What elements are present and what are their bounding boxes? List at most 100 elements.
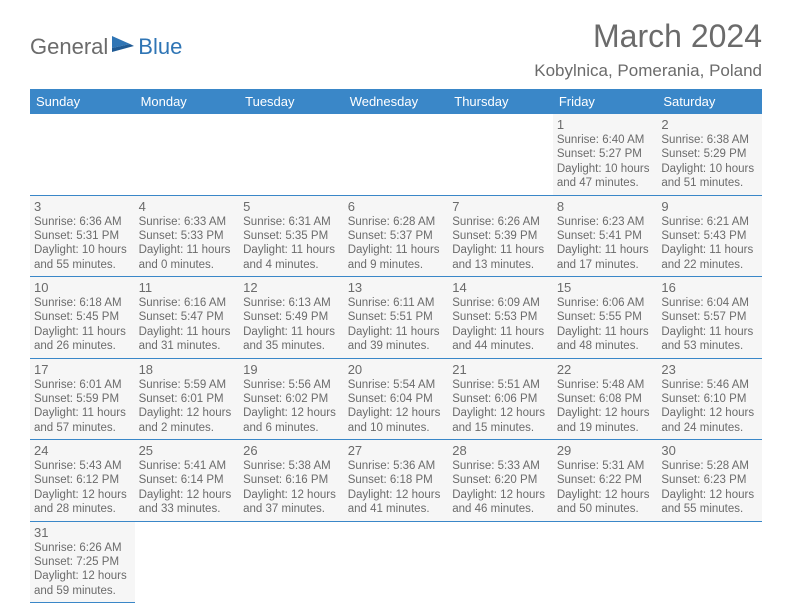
day-detail: Sunset: 5:35 PM bbox=[243, 229, 340, 243]
calendar-cell: 18Sunrise: 5:59 AMSunset: 6:01 PMDayligh… bbox=[135, 358, 240, 440]
day-detail: Daylight: 12 hours bbox=[661, 406, 758, 420]
day-detail: Sunrise: 6:23 AM bbox=[557, 215, 654, 229]
calendar-row: 17Sunrise: 6:01 AMSunset: 5:59 PMDayligh… bbox=[30, 358, 762, 440]
day-number: 5 bbox=[243, 199, 340, 214]
day-detail: Daylight: 11 hours bbox=[243, 325, 340, 339]
day-detail: and 55 minutes. bbox=[34, 258, 131, 272]
day-detail: Daylight: 12 hours bbox=[139, 406, 236, 420]
calendar-row: 1Sunrise: 6:40 AMSunset: 5:27 PMDaylight… bbox=[30, 114, 762, 195]
month-title: March 2024 bbox=[534, 18, 762, 55]
calendar-cell: 12Sunrise: 6:13 AMSunset: 5:49 PMDayligh… bbox=[239, 277, 344, 359]
calendar-cell: 21Sunrise: 5:51 AMSunset: 6:06 PMDayligh… bbox=[448, 358, 553, 440]
day-number: 27 bbox=[348, 443, 445, 458]
calendar-cell: 30Sunrise: 5:28 AMSunset: 6:23 PMDayligh… bbox=[657, 440, 762, 522]
day-detail: Daylight: 11 hours bbox=[557, 243, 654, 257]
day-detail: Sunset: 6:20 PM bbox=[452, 473, 549, 487]
day-detail: Daylight: 11 hours bbox=[348, 243, 445, 257]
day-detail: and 9 minutes. bbox=[348, 258, 445, 272]
day-detail: Sunrise: 5:31 AM bbox=[557, 459, 654, 473]
day-detail: Sunrise: 5:51 AM bbox=[452, 378, 549, 392]
day-detail: and 10 minutes. bbox=[348, 421, 445, 435]
logo-text-blue: Blue bbox=[138, 34, 182, 60]
day-detail: Sunset: 5:47 PM bbox=[139, 310, 236, 324]
day-detail: Sunrise: 5:46 AM bbox=[661, 378, 758, 392]
day-detail: Sunset: 6:01 PM bbox=[139, 392, 236, 406]
header: General Blue March 2024 Kobylnica, Pomer… bbox=[30, 18, 762, 81]
day-number: 9 bbox=[661, 199, 758, 214]
calendar-cell: 16Sunrise: 6:04 AMSunset: 5:57 PMDayligh… bbox=[657, 277, 762, 359]
calendar-row: 31Sunrise: 6:26 AMSunset: 7:25 PMDayligh… bbox=[30, 521, 762, 603]
day-detail: Sunrise: 6:31 AM bbox=[243, 215, 340, 229]
calendar-cell bbox=[135, 114, 240, 195]
day-detail: Sunset: 5:43 PM bbox=[661, 229, 758, 243]
day-detail: Sunrise: 5:43 AM bbox=[34, 459, 131, 473]
calendar-cell: 25Sunrise: 5:41 AMSunset: 6:14 PMDayligh… bbox=[135, 440, 240, 522]
day-number: 7 bbox=[452, 199, 549, 214]
day-detail: Sunset: 7:25 PM bbox=[34, 555, 131, 569]
day-detail: Sunrise: 6:01 AM bbox=[34, 378, 131, 392]
day-detail: Daylight: 10 hours bbox=[34, 243, 131, 257]
day-detail: Sunset: 6:06 PM bbox=[452, 392, 549, 406]
day-detail: Sunset: 5:37 PM bbox=[348, 229, 445, 243]
day-detail: Sunrise: 6:26 AM bbox=[452, 215, 549, 229]
day-detail: and 0 minutes. bbox=[139, 258, 236, 272]
day-number: 18 bbox=[139, 362, 236, 377]
day-detail: Sunset: 6:12 PM bbox=[34, 473, 131, 487]
day-detail: and 48 minutes. bbox=[557, 339, 654, 353]
calendar-cell bbox=[239, 114, 344, 195]
day-detail: Sunset: 5:27 PM bbox=[557, 147, 654, 161]
calendar-cell: 10Sunrise: 6:18 AMSunset: 5:45 PMDayligh… bbox=[30, 277, 135, 359]
day-detail: Sunrise: 5:36 AM bbox=[348, 459, 445, 473]
calendar-cell: 31Sunrise: 6:26 AMSunset: 7:25 PMDayligh… bbox=[30, 521, 135, 603]
day-detail: and 15 minutes. bbox=[452, 421, 549, 435]
title-block: March 2024 Kobylnica, Pomerania, Poland bbox=[534, 18, 762, 81]
calendar-cell: 7Sunrise: 6:26 AMSunset: 5:39 PMDaylight… bbox=[448, 195, 553, 277]
day-detail: Sunrise: 6:28 AM bbox=[348, 215, 445, 229]
day-detail: and 47 minutes. bbox=[557, 176, 654, 190]
day-detail: Daylight: 12 hours bbox=[243, 488, 340, 502]
day-detail: and 51 minutes. bbox=[661, 176, 758, 190]
calendar-row: 3Sunrise: 6:36 AMSunset: 5:31 PMDaylight… bbox=[30, 195, 762, 277]
day-detail: Daylight: 12 hours bbox=[557, 488, 654, 502]
day-detail: Sunset: 6:23 PM bbox=[661, 473, 758, 487]
day-detail: Sunrise: 6:33 AM bbox=[139, 215, 236, 229]
day-detail: Sunset: 5:45 PM bbox=[34, 310, 131, 324]
day-detail: and 13 minutes. bbox=[452, 258, 549, 272]
day-number: 17 bbox=[34, 362, 131, 377]
weekday-header: Thursday bbox=[448, 89, 553, 114]
day-detail: Daylight: 11 hours bbox=[452, 325, 549, 339]
day-detail: and 37 minutes. bbox=[243, 502, 340, 516]
weekday-header: Wednesday bbox=[344, 89, 449, 114]
day-number: 20 bbox=[348, 362, 445, 377]
day-number: 11 bbox=[139, 280, 236, 295]
day-detail: Daylight: 11 hours bbox=[243, 243, 340, 257]
calendar-cell bbox=[448, 521, 553, 603]
calendar-cell bbox=[135, 521, 240, 603]
day-detail: Daylight: 12 hours bbox=[348, 406, 445, 420]
day-detail: Sunset: 5:57 PM bbox=[661, 310, 758, 324]
day-detail: Sunrise: 6:36 AM bbox=[34, 215, 131, 229]
day-detail: and 39 minutes. bbox=[348, 339, 445, 353]
day-number: 13 bbox=[348, 280, 445, 295]
day-detail: Sunrise: 6:38 AM bbox=[661, 133, 758, 147]
calendar-cell: 15Sunrise: 6:06 AMSunset: 5:55 PMDayligh… bbox=[553, 277, 658, 359]
day-number: 30 bbox=[661, 443, 758, 458]
calendar-cell bbox=[344, 114, 449, 195]
day-detail: Daylight: 11 hours bbox=[557, 325, 654, 339]
calendar-cell: 3Sunrise: 6:36 AMSunset: 5:31 PMDaylight… bbox=[30, 195, 135, 277]
day-number: 10 bbox=[34, 280, 131, 295]
calendar-cell: 8Sunrise: 6:23 AMSunset: 5:41 PMDaylight… bbox=[553, 195, 658, 277]
day-detail: Daylight: 11 hours bbox=[34, 406, 131, 420]
day-number: 24 bbox=[34, 443, 131, 458]
calendar-body: 1Sunrise: 6:40 AMSunset: 5:27 PMDaylight… bbox=[30, 114, 762, 603]
day-detail: and 35 minutes. bbox=[243, 339, 340, 353]
day-detail: and 22 minutes. bbox=[661, 258, 758, 272]
day-number: 28 bbox=[452, 443, 549, 458]
day-detail: Sunset: 5:59 PM bbox=[34, 392, 131, 406]
weekday-header: Friday bbox=[553, 89, 658, 114]
calendar-cell bbox=[30, 114, 135, 195]
calendar-cell: 27Sunrise: 5:36 AMSunset: 6:18 PMDayligh… bbox=[344, 440, 449, 522]
day-number: 16 bbox=[661, 280, 758, 295]
day-detail: and 4 minutes. bbox=[243, 258, 340, 272]
day-detail: Sunset: 6:10 PM bbox=[661, 392, 758, 406]
